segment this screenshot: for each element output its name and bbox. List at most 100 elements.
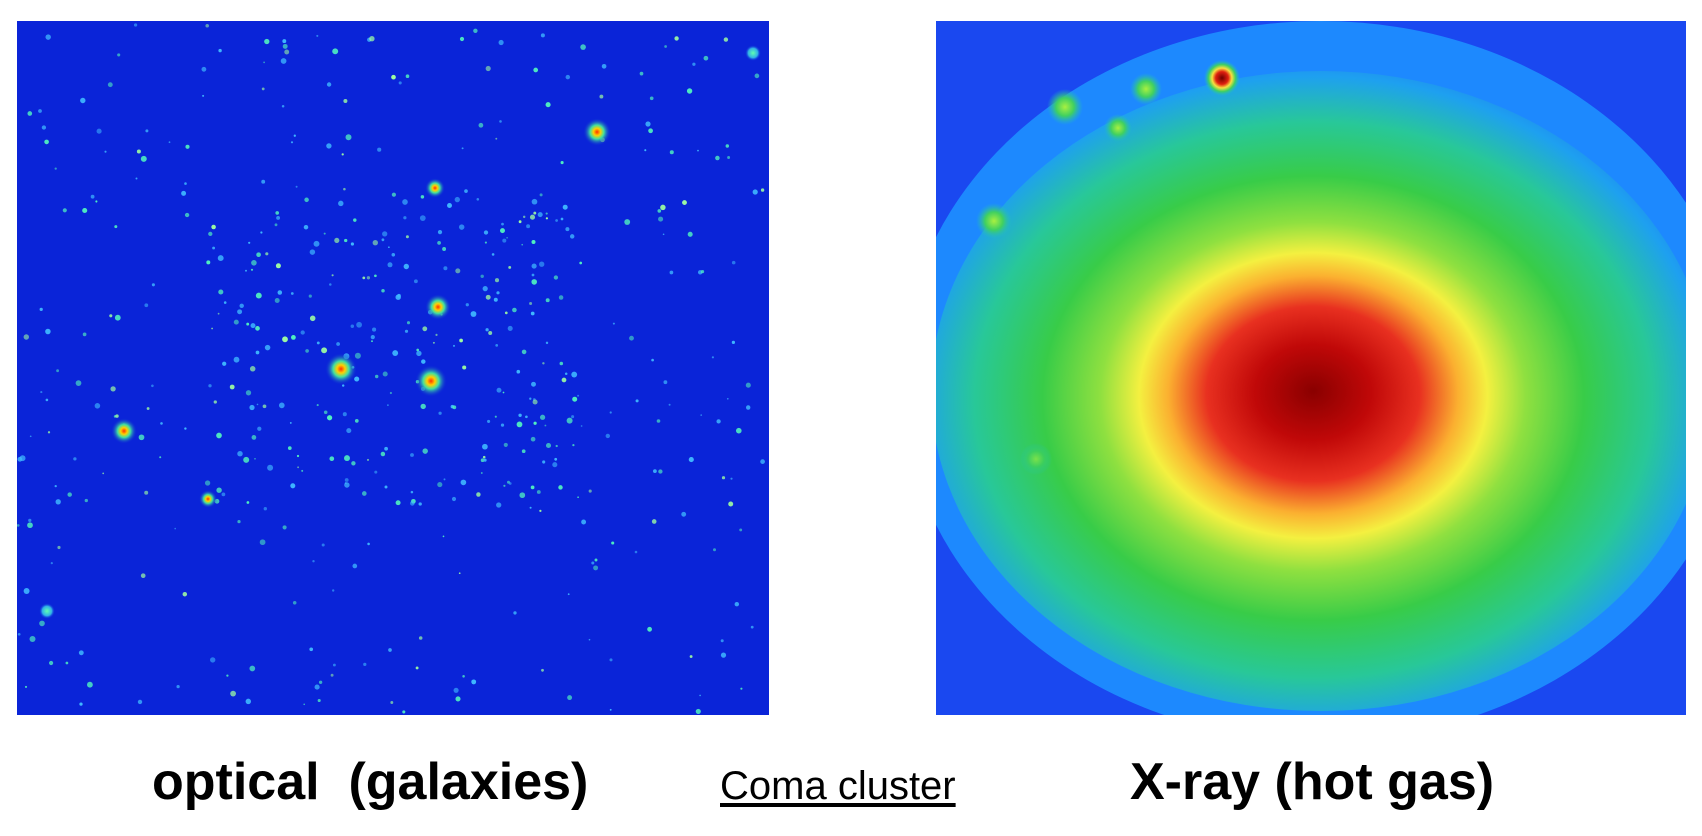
galaxy-dot — [716, 419, 721, 424]
galaxy-dot — [221, 492, 226, 497]
galaxy-dot — [491, 253, 495, 256]
galaxy-dot — [482, 286, 488, 292]
galaxy-dot — [47, 431, 51, 434]
galaxy-dot — [499, 120, 502, 123]
galaxy-dot — [110, 386, 116, 392]
galaxy-dot — [27, 522, 33, 529]
galaxy-dot — [56, 369, 59, 373]
galaxy-dot — [453, 687, 459, 693]
galaxy-dot — [533, 421, 537, 425]
galaxy-dot — [651, 519, 657, 524]
galaxy-dot — [312, 559, 315, 563]
galaxy-dot — [485, 65, 491, 72]
galaxy-dot — [326, 82, 332, 87]
galaxy-dot — [114, 225, 118, 229]
galaxy-dot — [542, 460, 546, 464]
galaxy-dot — [250, 268, 254, 271]
galaxy-dot — [526, 224, 531, 229]
galaxy-dot — [542, 362, 545, 365]
galaxy-dot — [137, 699, 143, 705]
galaxy-dot — [580, 425, 583, 427]
galaxy-dot — [293, 134, 296, 137]
coma-cluster-link[interactable]: Coma cluster — [720, 764, 956, 808]
galaxy-dot — [496, 291, 500, 295]
galaxy-dot — [539, 509, 542, 513]
galaxy-dot — [334, 237, 340, 243]
galaxy-dot — [338, 200, 344, 207]
galaxy-dot — [39, 307, 43, 312]
galaxy-dot — [343, 187, 346, 191]
galaxy-dot — [465, 303, 469, 307]
galaxy-dot — [391, 192, 396, 197]
galaxy-dot — [261, 87, 265, 91]
galaxy-dot — [496, 502, 502, 508]
galaxy-dot — [580, 44, 586, 50]
galaxy-dot — [249, 404, 255, 411]
galaxy-dot — [545, 102, 551, 108]
galaxy-dot — [246, 322, 250, 326]
galaxy-dot — [692, 62, 696, 66]
galaxy-dot — [496, 387, 502, 393]
galaxy-dot — [521, 243, 524, 246]
galaxy-dot — [290, 334, 296, 340]
galaxy-dot — [316, 34, 319, 37]
galaxy-dot — [529, 302, 533, 305]
galaxy-dot — [182, 591, 188, 597]
galaxy-dot — [260, 231, 263, 234]
galaxy-dot — [536, 490, 541, 494]
galaxy-dot — [410, 453, 414, 457]
galaxy-dot — [530, 436, 536, 442]
galaxy-dot — [611, 541, 615, 545]
galaxy-dot — [246, 501, 250, 504]
galaxy-dot — [508, 265, 512, 269]
galaxy-dot — [681, 511, 687, 517]
galaxy-dot — [577, 394, 580, 397]
galaxy-dot — [593, 565, 599, 571]
galaxy-dot — [539, 193, 543, 197]
galaxy-dot — [442, 535, 445, 538]
galaxy-dot — [317, 698, 321, 703]
galaxy-dot — [367, 542, 370, 546]
galaxy-dot — [274, 298, 280, 303]
galaxy-dot — [308, 294, 312, 298]
galaxy-dot — [40, 391, 43, 394]
galaxy-dot — [648, 128, 653, 134]
galaxy-dot — [90, 194, 95, 199]
galaxy-dot — [545, 442, 552, 449]
galaxy-dot — [140, 155, 147, 162]
galaxy-dot — [387, 262, 393, 268]
galaxy-dot — [50, 562, 53, 565]
galaxy-dot — [218, 48, 222, 53]
galaxy-dot — [82, 207, 88, 214]
galaxy-dot — [296, 454, 300, 458]
galaxy-dot — [720, 639, 724, 643]
galaxy-dot — [381, 288, 385, 293]
galaxy-dot — [233, 319, 239, 325]
galaxy-dot — [313, 240, 320, 247]
galaxy-dot — [555, 444, 558, 448]
galaxy-dot — [331, 274, 334, 277]
galaxy-dot — [39, 620, 45, 627]
galaxy-dot — [350, 242, 354, 246]
galaxy-dot — [321, 347, 328, 354]
galaxy-dot — [223, 301, 227, 304]
galaxy-dot — [318, 680, 323, 684]
galaxy-dot — [561, 377, 567, 383]
galaxy-dot — [459, 338, 463, 343]
galaxy-dot — [416, 350, 422, 357]
galaxy-dot — [725, 144, 730, 148]
galaxy-dot — [541, 668, 544, 672]
galaxy-dot — [305, 349, 309, 353]
galaxy-dot — [418, 502, 422, 506]
galaxy-dot — [531, 239, 536, 245]
galaxy-dot — [237, 519, 241, 524]
galaxy-dot — [264, 344, 271, 351]
galaxy-dot — [65, 661, 69, 665]
galaxy-dot — [454, 196, 460, 203]
galaxy-dot — [354, 376, 360, 382]
galaxy-dot — [432, 341, 435, 344]
galaxy-dot — [248, 241, 251, 244]
galaxy-dot — [653, 469, 657, 473]
galaxy-dot — [533, 67, 539, 73]
galaxy-dot — [230, 690, 236, 697]
